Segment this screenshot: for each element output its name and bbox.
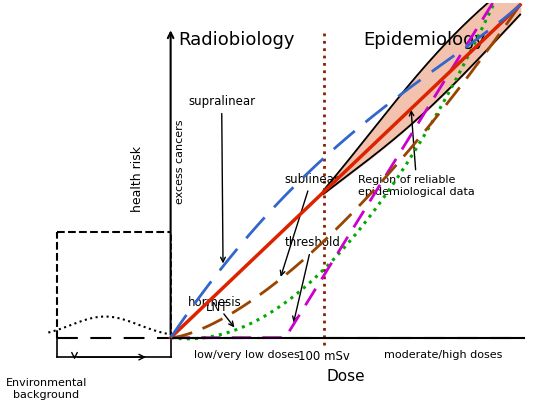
Text: Epidemiology: Epidemiology	[363, 31, 485, 49]
Text: excess cancers: excess cancers	[175, 119, 185, 204]
Text: hormesis: hormesis	[188, 296, 242, 326]
Text: sublinear: sublinear	[280, 173, 339, 275]
Text: LNT: LNT	[206, 301, 228, 314]
Text: low/very low doses: low/very low doses	[194, 350, 300, 360]
Text: supralinear: supralinear	[188, 95, 255, 262]
Text: Dose: Dose	[326, 369, 364, 384]
Text: Radiobiology: Radiobiology	[178, 31, 294, 49]
Text: moderate/high doses: moderate/high doses	[384, 350, 503, 360]
Text: health risk: health risk	[131, 146, 144, 212]
Text: 100 mSv: 100 mSv	[297, 350, 349, 363]
Text: Region of reliable
epidemiological data: Region of reliable epidemiological data	[359, 111, 475, 197]
Text: Environmental
background: Environmental background	[5, 378, 87, 400]
Text: threshold: threshold	[284, 236, 340, 321]
